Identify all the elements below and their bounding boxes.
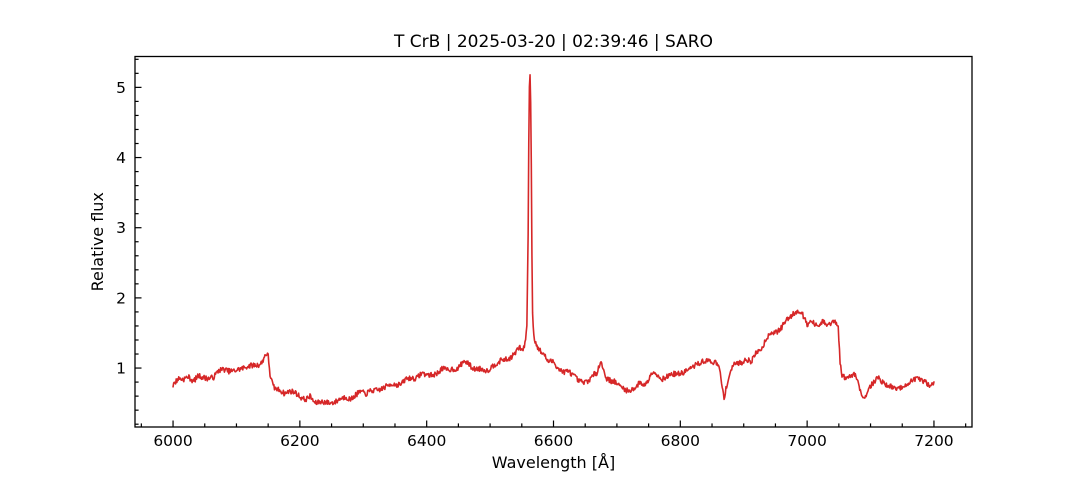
y-tick-label: 1 — [116, 360, 126, 378]
x-tick-label: 6000 — [153, 432, 192, 450]
x-tick-label: 7000 — [787, 432, 826, 450]
x-tick-label: 7200 — [914, 432, 953, 450]
plot-frame — [134, 55, 973, 428]
axis-tick-labels: 6000 6200 6400 6600 6800 7000 7200 1 2 3 4 5 — [116, 79, 954, 450]
y-tick-label: 5 — [116, 79, 126, 97]
x-tick-label: 6200 — [280, 432, 319, 450]
y-tick-label: 3 — [116, 219, 126, 237]
axis-ticks — [135, 58, 967, 427]
x-axis-label: Wavelength [Å] — [492, 453, 615, 472]
y-axis-label: Relative flux — [88, 192, 107, 291]
plot-title: T CrB | 2025-03-20 | 02:39:46 | SARO — [393, 32, 713, 52]
x-tick-label: 6600 — [534, 432, 573, 450]
x-tick-label: 6400 — [407, 432, 446, 450]
spectrum-line — [172, 73, 935, 406]
x-tick-label: 6800 — [661, 432, 700, 450]
y-tick-label: 4 — [116, 149, 126, 167]
y-tick-label: 2 — [116, 289, 126, 307]
